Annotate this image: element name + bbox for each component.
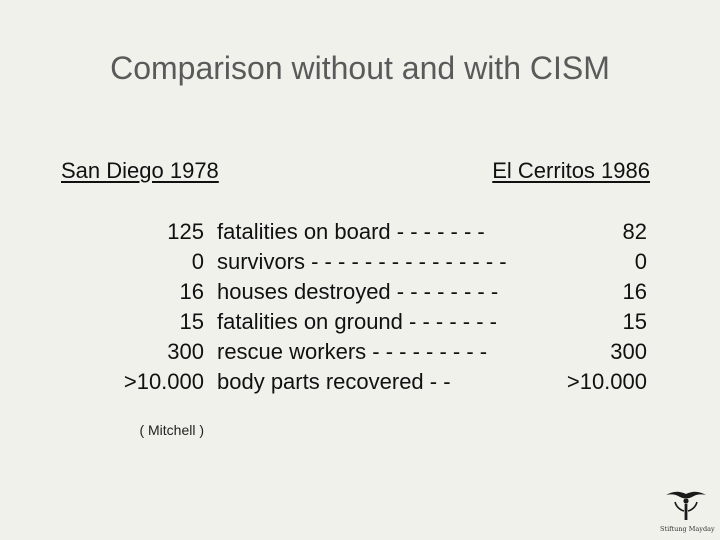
right-value: 300 — [610, 339, 647, 364]
left-value: 125 — [167, 219, 204, 244]
row-label: rescue workers - - - - - - - - - — [217, 339, 488, 364]
left-value: >10.000 — [123, 369, 204, 394]
table-row: >10.000 body parts recovered - - >10.000 — [0, 367, 720, 397]
right-value: 16 — [622, 279, 647, 304]
table-row: 300 rescue workers - - - - - - - - - 300 — [0, 337, 720, 367]
right-value: 15 — [622, 309, 647, 334]
slide-title: Comparison without and with CISM — [110, 50, 610, 86]
comparison-table: 125 fatalities on board - - - - - - - 82… — [0, 217, 720, 397]
table-row: 0 survivors - - - - - - - - - - - - - - … — [0, 247, 720, 277]
right-value: >10.000 — [566, 369, 647, 394]
row-label: fatalities on board - - - - - - - — [217, 219, 485, 244]
right-value: 0 — [634, 249, 647, 274]
right-column-heading: El Cerritos 1986 — [492, 158, 650, 183]
source-citation: ( Mitchell ) — [139, 422, 204, 438]
stiftung-mayday-logo: Stiftung Mayday — [660, 486, 715, 533]
left-value: 15 — [179, 309, 204, 334]
table-row: 125 fatalities on board - - - - - - - 82 — [0, 217, 720, 247]
left-value: 0 — [191, 249, 204, 274]
row-label: fatalities on ground - - - - - - - — [217, 309, 497, 334]
logo-caption: Stiftung Mayday — [660, 525, 715, 533]
left-value: 16 — [179, 279, 204, 304]
row-label: houses destroyed - - - - - - - - — [217, 279, 499, 304]
left-column-heading: San Diego 1978 — [61, 158, 219, 183]
right-value: 82 — [622, 219, 647, 244]
table-row: 15 fatalities on ground - - - - - - - 15 — [0, 307, 720, 337]
row-label: body parts recovered - - — [217, 369, 451, 394]
left-value: 300 — [167, 339, 204, 364]
row-label: survivors - - - - - - - - - - - - - - - — [217, 249, 507, 274]
mayday-logo-icon — [666, 491, 706, 520]
table-row: 16 houses destroyed - - - - - - - - 16 — [0, 277, 720, 307]
